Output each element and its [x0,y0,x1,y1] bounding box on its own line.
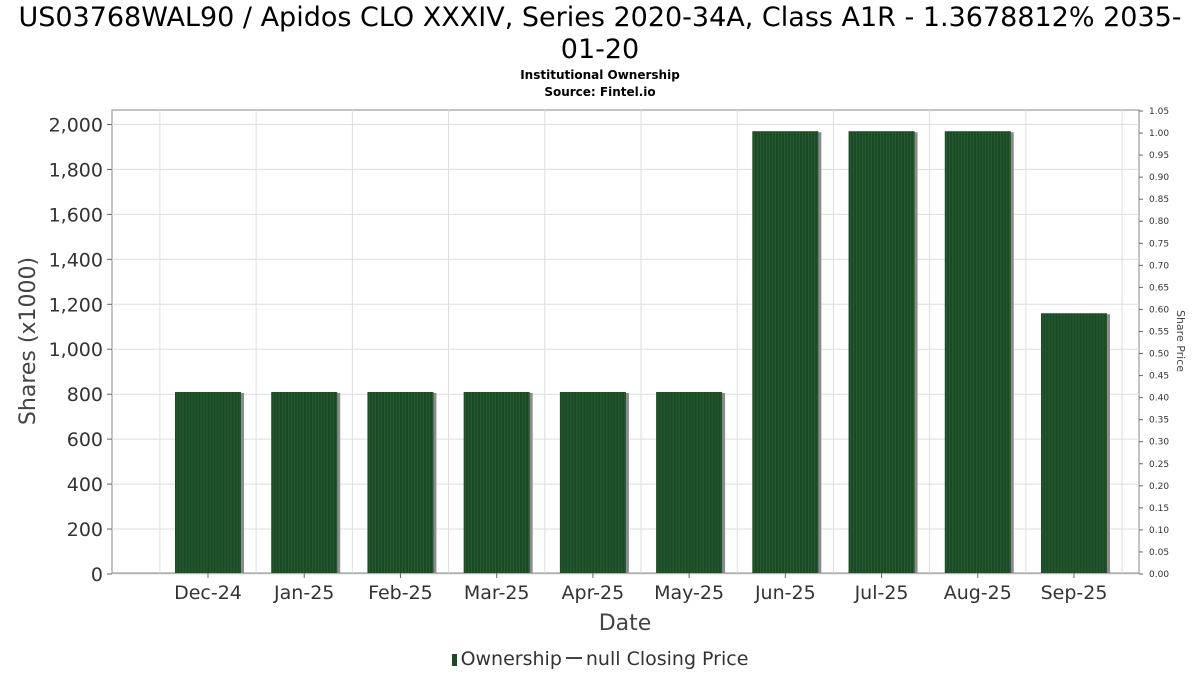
y-tick-label: 600 [67,429,103,451]
y2-tick-label: 0.35 [1149,416,1169,426]
y2-tick-label: 1.00 [1149,129,1169,139]
y-tick-label: 1,800 [49,159,103,181]
y2-axis-title: Share Price [1174,310,1187,372]
chart-subtitle: Institutional Ownership Source: Fintel.i… [0,67,1200,101]
legend: Ownership null Closing Price [0,648,1200,670]
x-tick-label: Jul-25 [854,582,909,604]
y2-tick-label: 0.70 [1149,261,1169,271]
x-tick-label: Mar-25 [464,582,530,604]
x-tick-label: Dec-24 [174,582,242,604]
y2-tick-label: 0.50 [1149,350,1169,360]
x-gridlines [159,110,1123,573]
y2-tick-label: 0.65 [1149,283,1169,293]
y2-tick-label: 0.45 [1149,372,1169,382]
x-tick-label: Jan-25 [273,582,334,604]
legend-price-label: null Closing Price [585,648,749,670]
y-axis-title: Shares (x1000) [16,257,41,425]
y-tick-label: 0 [91,564,103,586]
x-tick-label: Feb-25 [368,582,433,604]
legend-ownership-swatch [451,654,457,666]
y2-tick-label: 0.60 [1149,305,1169,315]
chart-title: US03768WAL90 / Apidos CLO XXXIV, Series … [18,2,1182,65]
y-axis-ticks: 0 200 400 600 800 1,000 1,200 1,400 1,600 1,800 2,… [49,114,112,586]
y2-tick-label: 0.90 [1149,173,1169,183]
y-tick-label: 1,400 [49,249,103,271]
y2-tick-label: 0.10 [1149,526,1169,536]
y2-tick-label: 0.95 [1149,151,1169,161]
x-axis-ticks: Dec-24 Jan-25 Feb-25 Mar-25 Apr-25 May-25 Jun-… [174,573,1107,604]
x-tick-label: Apr-25 [562,582,625,604]
y2-tick-label: 0.85 [1149,195,1169,205]
legend-price-line [565,657,582,659]
subtitle-ownership: Institutional Ownership [520,68,680,82]
x-tick-label: Aug-25 [944,582,1012,604]
y-tick-label: 1,600 [49,204,103,226]
y2-axis-ticks: 0.00 0.05 0.10 0.15 0.20 0.25 0.30 0.35 0.40 0.45… [1139,107,1169,580]
x-tick-label: Sep-25 [1041,582,1108,604]
legend-ownership-label: Ownership [460,648,562,670]
y2-tick-label: 0.55 [1149,327,1169,337]
x-tick-label: Jun-25 [754,582,816,604]
y2-tick-label: 0.40 [1149,394,1169,404]
y2-tick-label: 0.05 [1149,548,1169,558]
y2-tick-label: 0.15 [1149,504,1169,514]
subtitle-source: Source: Fintel.io [544,85,656,99]
x-axis-title: Date [599,611,652,636]
y-tick-label: 2,000 [49,114,103,136]
y2-tick-label: 0.75 [1149,239,1169,249]
y2-tick-label: 0.25 [1149,460,1169,470]
y-tick-label: 800 [67,384,103,406]
y2-tick-label: 0.00 [1149,570,1169,580]
x-tick-label: May-25 [654,582,724,604]
y-tick-label: 200 [67,519,103,541]
y-tick-label: 1,200 [49,294,103,316]
y2-tick-label: 0.30 [1149,438,1169,448]
y2-tick-label: 1.05 [1149,107,1169,117]
y-tick-label: 400 [67,474,103,496]
y2-tick-label: 0.20 [1149,482,1169,492]
y-tick-label: 1,000 [49,339,103,361]
bar-series-ownership [175,131,1110,573]
y2-tick-label: 0.80 [1149,217,1169,227]
